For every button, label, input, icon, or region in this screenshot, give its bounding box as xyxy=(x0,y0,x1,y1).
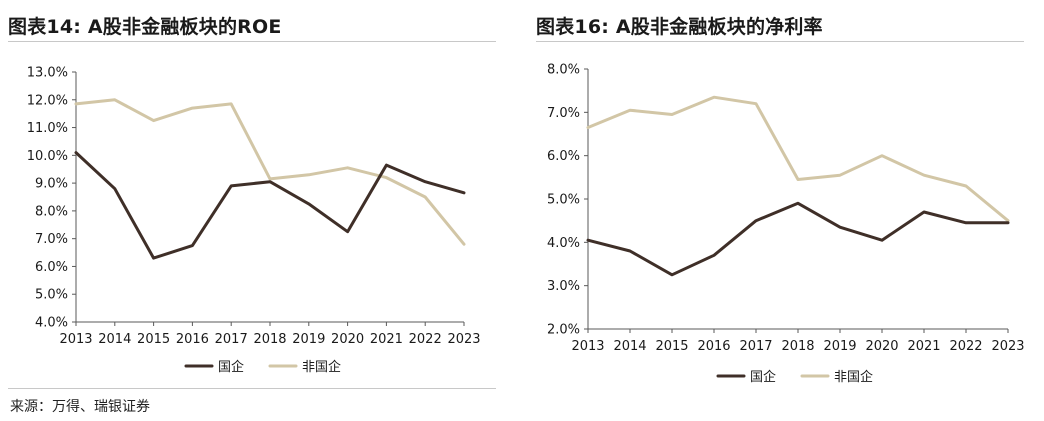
x-tick-label: 2019 xyxy=(292,332,325,347)
y-tick-label: 3.0% xyxy=(547,279,580,294)
x-tick-label: 2019 xyxy=(823,339,856,354)
y-tick-label: 12.0% xyxy=(27,93,68,108)
y-tick-label: 4.0% xyxy=(547,236,580,251)
y-tick-label: 2.0% xyxy=(547,323,580,338)
title-divider xyxy=(8,41,496,42)
y-tick-label: 9.0% xyxy=(35,177,68,192)
y-tick-label: 11.0% xyxy=(27,121,68,136)
x-tick-label: 2020 xyxy=(331,332,364,347)
legend: 国企 非国企 xyxy=(184,359,341,375)
source-divider xyxy=(8,388,496,389)
x-tick-label: 2018 xyxy=(781,339,814,354)
x-tick-label: 2023 xyxy=(991,339,1024,354)
y-tick-label: 4.0% xyxy=(35,316,68,331)
y-tick-label: 10.0% xyxy=(27,149,68,164)
x-tick-label: 2020 xyxy=(865,339,898,354)
x-tick-label: 2016 xyxy=(697,339,730,354)
y-tick-label: 7.0% xyxy=(35,232,68,247)
x-tick-label: 2022 xyxy=(949,339,982,354)
roe-chart-panel: 图表14: A股非金融板块的ROE 4.0% 5.0% 6.0% 7.0% 8.0% 9.… xyxy=(0,0,500,390)
series-line-soe xyxy=(74,151,466,260)
net-margin-chart-panel: 图表16: A股非金融板块的净利率 2.0% 3.0% 4.0% 5.0% 6.0% 7.… xyxy=(532,0,1044,390)
legend-label-non-soe: 非国企 xyxy=(302,359,341,375)
y-tick-label: 6.0% xyxy=(547,149,580,164)
x-tick-label: 2015 xyxy=(137,332,170,347)
x-tick-label: 2016 xyxy=(176,332,209,347)
y-tick-label: 8.0% xyxy=(35,204,68,219)
y-tick-label: 5.0% xyxy=(547,193,580,208)
x-tick-label: 2014 xyxy=(98,332,131,347)
x-tick-label: 2021 xyxy=(907,339,940,354)
legend: 国企 非国企 xyxy=(716,369,873,385)
legend-label-non-soe: 非国企 xyxy=(834,369,873,385)
x-tick-label: 2018 xyxy=(253,332,286,347)
chart-title: 图表14: A股非金融板块的ROE xyxy=(8,16,282,38)
x-tick-label: 2021 xyxy=(370,332,403,347)
x-tick-label: 2014 xyxy=(613,339,646,354)
series-line-non-soe xyxy=(74,98,466,246)
series-line-non-soe xyxy=(586,95,1010,223)
y-tick-label: 8.0% xyxy=(547,63,580,78)
series-line-soe xyxy=(586,201,1010,277)
chart-title: 图表16: A股非金融板块的净利率 xyxy=(536,16,823,38)
x-tick-label: 2013 xyxy=(571,339,604,354)
net-margin-line-chart: 2.0% 3.0% 4.0% 5.0% 6.0% 7.0% 8.0% 2013 2014 2015… xyxy=(547,63,1025,386)
source-note: 来源：万得、瑞银证券 xyxy=(10,399,150,415)
title-divider xyxy=(536,41,1024,42)
x-tick-label: 2022 xyxy=(409,332,442,347)
y-tick-label: 5.0% xyxy=(35,288,68,303)
x-tick-label: 2015 xyxy=(655,339,688,354)
x-tick-label: 2017 xyxy=(215,332,248,347)
legend-label-soe: 国企 xyxy=(750,369,776,385)
roe-line-chart: 4.0% 5.0% 6.0% 7.0% 8.0% 9.0% 10.0% 11.0% 12.0% 1… xyxy=(27,66,481,376)
y-tick-label: 6.0% xyxy=(35,260,68,275)
x-tick-label: 2023 xyxy=(447,332,480,347)
y-tick-label: 7.0% xyxy=(547,106,580,121)
x-tick-label: 2013 xyxy=(59,332,92,347)
x-tick-label: 2017 xyxy=(739,339,772,354)
legend-label-soe: 国企 xyxy=(218,359,244,375)
y-tick-label: 13.0% xyxy=(27,66,68,81)
